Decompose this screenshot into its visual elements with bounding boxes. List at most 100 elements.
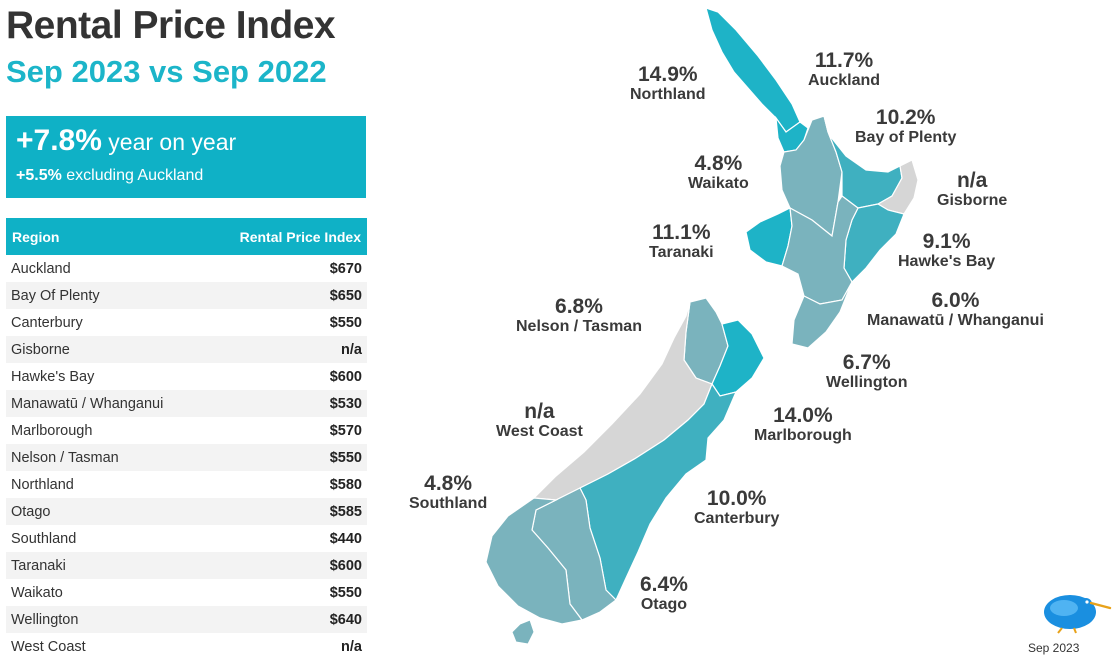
rental-index-value: $530 (329, 395, 362, 412)
table-row: Bay Of Plenty $650 (6, 282, 367, 309)
sub-text: excluding Auckland (61, 167, 204, 184)
bay-of-plenty-pct: 10.2% (875, 106, 936, 129)
label-gisborne: n/a Gisborne (937, 170, 1007, 210)
manawatu-name: Manawatū / Whanganui (867, 312, 1044, 329)
bay-of-plenty-name: Bay of Plenty (855, 129, 957, 146)
gisborne-name: Gisborne (937, 192, 1008, 209)
table-row: Manawatū / Whanganui $530 (6, 390, 367, 417)
kiwi-logo-icon (1044, 595, 1112, 634)
west-coast-pct: n/a (524, 400, 555, 423)
rental-index-value: n/a (341, 638, 362, 655)
northland-name: Northland (630, 86, 706, 103)
rental-index-value: $600 (329, 557, 362, 574)
waikato-name: Waikato (688, 175, 749, 192)
southland-name: Southland (409, 495, 488, 512)
headline-text: year on year (101, 129, 237, 155)
region-name: Gisborne (11, 341, 70, 358)
region-name: Nelson / Tasman (11, 449, 119, 466)
rental-index-value: $440 (329, 530, 362, 547)
stewart-island (511, 619, 535, 645)
label-west-coast: n/a West Coast (496, 401, 583, 441)
wellington-name: Wellington (826, 374, 908, 391)
table-body: Auckland $670 Bay Of Plenty $650 Canterbury $… (6, 255, 367, 660)
taranaki-name: Taranaki (649, 244, 714, 261)
table-row: Gisborne n/a (6, 336, 367, 363)
region-name: Auckland (11, 260, 71, 277)
table-row: Waikato $550 (6, 579, 367, 606)
auckland-name: Auckland (808, 72, 881, 89)
west-coast-name: West Coast (496, 423, 583, 440)
gisborne-pct: n/a (956, 169, 988, 192)
region-southland[interactable] (485, 497, 584, 625)
rental-index-table: Region Rental Price Index Auckland $670 Ba… (6, 218, 367, 660)
table-row: Auckland $670 (6, 255, 367, 282)
label-otago: 6.4% Otago (640, 574, 688, 614)
page-title: Rental Price Index (6, 4, 336, 47)
nelson-tasman-name: Nelson / Tasman (516, 318, 642, 335)
column-header-index: Rental Price Index (239, 228, 361, 245)
region-name: Waikato (11, 584, 63, 601)
hawkes-bay-pct: 9.1% (922, 230, 971, 253)
label-wellington: 6.7% Wellington (826, 352, 907, 392)
marlborough-name: Marlborough (754, 427, 852, 444)
hawkes-bay-name: Hawke's Bay (898, 253, 996, 270)
page-subtitle: Sep 2023 vs Sep 2022 (6, 54, 327, 89)
table-row: Otago $585 (6, 498, 367, 525)
label-southland: 4.8% Southland (409, 473, 487, 513)
region-name: West Coast (11, 638, 86, 655)
rental-index-value: $550 (329, 449, 362, 466)
region-name: Manawatū / Whanganui (11, 395, 164, 412)
otago-pct: 6.4% (640, 573, 688, 596)
auckland-pct: 11.7% (814, 49, 874, 72)
rental-index-value: $640 (329, 611, 362, 628)
new-zealand-map (485, 7, 919, 645)
taranaki-pct: 11.1% (652, 221, 711, 244)
table-row: Hawke's Bay $600 (6, 363, 367, 390)
label-waikato: 4.8% Waikato (688, 153, 749, 193)
region-name: Otago (11, 503, 51, 520)
label-auckland: 11.7% Auckland (808, 50, 880, 90)
column-header-region: Region (12, 228, 60, 245)
waikato-pct: 4.8% (694, 152, 743, 175)
table-row: West Coast n/a (6, 633, 367, 660)
headline-value: +7.8% (16, 124, 102, 157)
region-wellington[interactable] (791, 281, 853, 349)
canterbury-pct: 10.0% (706, 487, 767, 510)
rental-index-value: $670 (329, 260, 362, 277)
label-taranaki: 11.1% Taranaki (649, 222, 714, 262)
label-northland: 14.9% Northland (630, 64, 706, 104)
excluding-auckland-growth: +5.5% excluding Auckland (16, 167, 203, 185)
manawatu-pct: 6.0% (931, 289, 980, 312)
rental-index-value: $585 (329, 503, 362, 520)
report-date: Sep 2023 (1028, 641, 1080, 655)
region-name: Marlborough (11, 422, 93, 439)
table-row: Nelson / Tasman $550 (6, 444, 367, 471)
otago-name: Otago (640, 596, 688, 613)
summary-box: +7.8% year on year +5.5% excluding Auckl… (6, 116, 366, 198)
region-name: Hawke's Bay (11, 368, 95, 385)
region-name: Wellington (11, 611, 79, 628)
rental-index-value: $600 (329, 368, 362, 385)
nelson-tasman-pct: 6.8% (555, 295, 603, 318)
region-name: Northland (11, 476, 74, 493)
region-name: Taranaki (11, 557, 66, 574)
table-row: Marlborough $570 (6, 417, 367, 444)
label-manawatu-whanganui: 6.0% Manawatū / Whanganui (867, 290, 1044, 330)
southland-pct: 4.8% (424, 472, 473, 495)
label-canterbury: 10.0% Canterbury (694, 488, 779, 528)
wellington-pct: 6.7% (842, 351, 891, 374)
rental-index-value: $550 (329, 314, 362, 331)
canterbury-name: Canterbury (694, 510, 780, 527)
sub-value: +5.5% (16, 167, 62, 184)
table-row: Canterbury $550 (6, 309, 367, 336)
rental-index-value: $570 (329, 422, 362, 439)
table-row: Taranaki $600 (6, 552, 367, 579)
region-name: Bay Of Plenty (11, 287, 100, 304)
region-name: Southland (11, 530, 77, 547)
region-manawatu-whanganui[interactable] (781, 195, 859, 305)
northland-pct: 14.9% (638, 63, 698, 86)
table-header: Region Rental Price Index (6, 218, 367, 255)
region-northland[interactable] (705, 7, 801, 133)
headline-growth: +7.8% year on year (16, 124, 236, 158)
rental-index-value: $580 (329, 476, 362, 493)
